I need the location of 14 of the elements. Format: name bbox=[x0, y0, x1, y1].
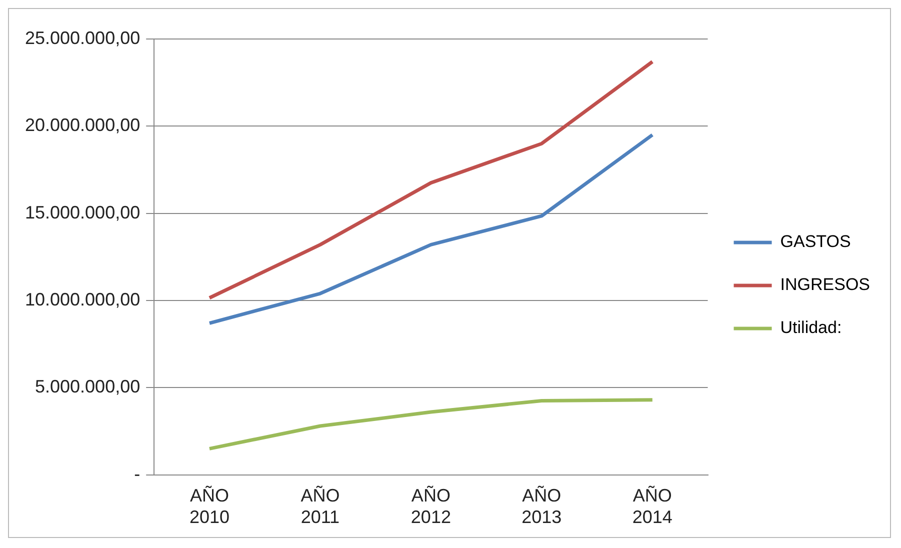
y-tick-label: 20.000.000,00 bbox=[24, 115, 140, 136]
x-tick-label: AÑO 2014 bbox=[632, 486, 672, 528]
y-tick-label: 15.000.000,00 bbox=[24, 202, 140, 222]
y-tick-label: - bbox=[134, 464, 140, 484]
x-tick-label: AÑO 2013 bbox=[522, 486, 562, 528]
legend-label: Utilidad: bbox=[780, 318, 842, 338]
legend-label: INGRESOS bbox=[780, 275, 870, 294]
y-tick-label: 10.000.000,00 bbox=[24, 289, 140, 310]
legend-label: GASTOS bbox=[780, 232, 851, 252]
y-tick-label: 25.000.000,00 bbox=[24, 28, 140, 48]
x-tick-label: AÑO 2010 bbox=[189, 486, 230, 528]
y-tick-label: 5.000.000,00 bbox=[35, 376, 140, 397]
x-tick-label: AÑO 2012 bbox=[410, 486, 451, 528]
x-tick-label: AÑO 2011 bbox=[300, 486, 340, 528]
